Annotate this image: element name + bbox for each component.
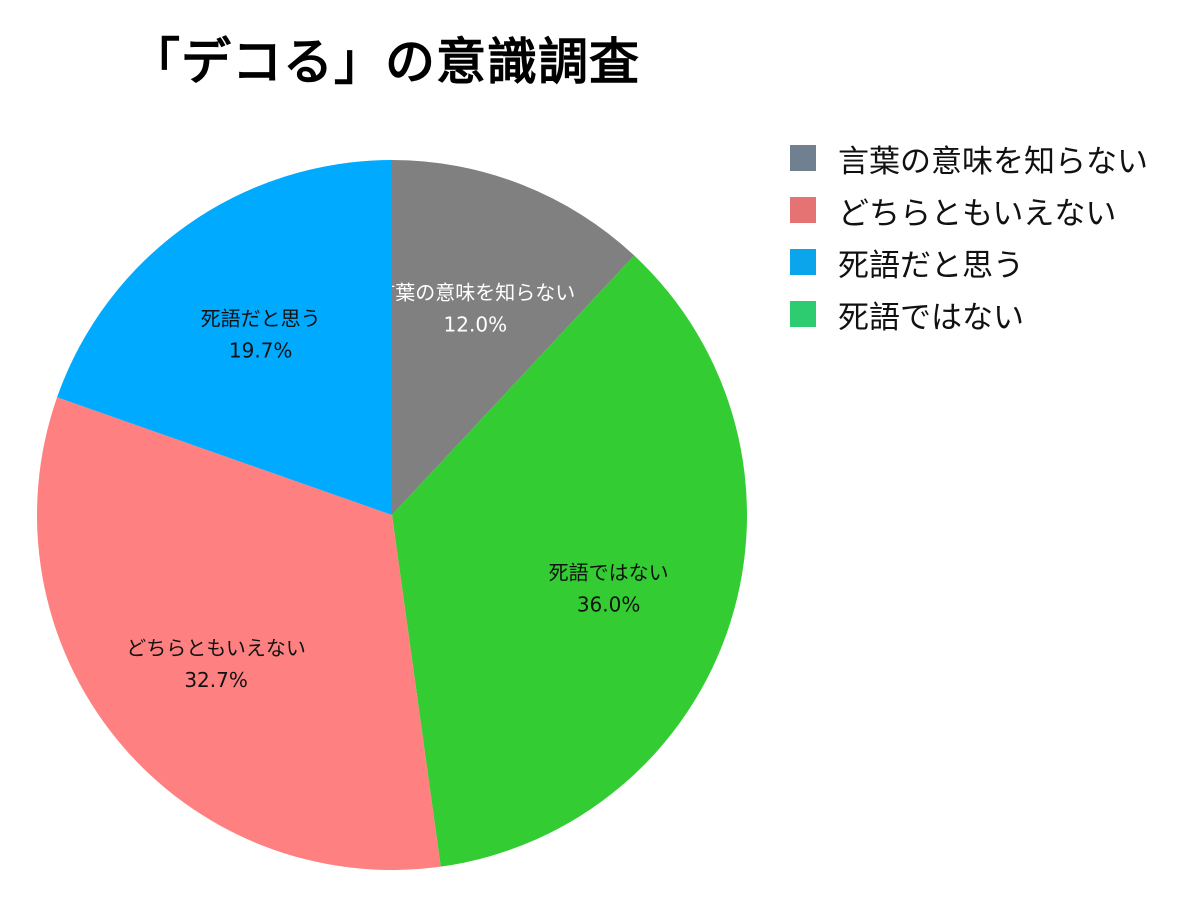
legend-label: 死語ではない <box>838 299 1024 336</box>
slice-value-label: 36.0% <box>577 593 641 617</box>
legend-item: 死語だと思う <box>790 236 1195 288</box>
legend-swatch <box>790 145 816 171</box>
pie-slice <box>392 255 748 867</box>
legend-swatch <box>790 249 816 275</box>
slice-label: 死語だと思う <box>201 307 321 331</box>
legend: 言葉の意味を知らない どちらともいえない 死語だと思う 死語ではない <box>790 132 1195 340</box>
legend-label: どちらともいえない <box>838 195 1117 232</box>
pie-slice <box>57 160 393 515</box>
slice-label: 言葉の意味を知らない <box>375 281 575 305</box>
slice-value-label: 12.0% <box>444 313 508 337</box>
legend-label: 死語だと思う <box>838 247 1024 284</box>
slice-value-label: 19.7% <box>229 339 293 363</box>
legend-item: どちらともいえない <box>790 184 1195 236</box>
pie-slice <box>392 160 635 515</box>
slice-label-group: 死語ではない 36.0% <box>549 561 669 617</box>
slice-label-group: 言葉の意味を知らない 12.0% <box>375 281 575 337</box>
slice-label: 死語ではない <box>549 561 669 585</box>
legend-label: 言葉の意味を知らない <box>838 143 1148 180</box>
slice-label-group: どちらともいえない 32.7% <box>126 636 306 692</box>
slice-label: どちらともいえない <box>126 636 306 660</box>
slice-value-label: 32.7% <box>184 668 248 692</box>
chart-title: 「デコる」の意識調査 <box>130 33 640 91</box>
legend-swatch <box>790 197 816 223</box>
legend-swatch <box>790 301 816 327</box>
pie-slice <box>37 397 441 871</box>
legend-item: 死語ではない <box>790 288 1195 340</box>
slice-label-group: 死語だと思う 19.7% <box>201 307 321 363</box>
legend-item: 言葉の意味を知らない <box>790 132 1195 184</box>
